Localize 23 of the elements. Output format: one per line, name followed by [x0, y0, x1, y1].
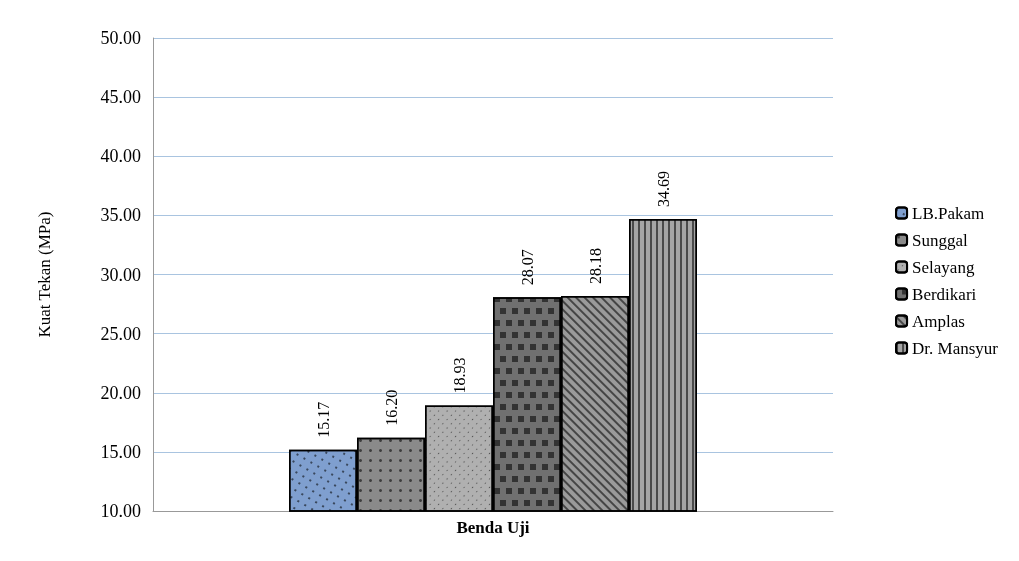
x-tick-label: Benda Uji [456, 518, 530, 537]
text: 28.07 [518, 249, 536, 286]
text: 16.20 [382, 389, 400, 426]
y-tick-label: 10.00 [100, 501, 141, 521]
y-tick-label: 25.00 [100, 323, 141, 344]
legend-label: Berdikari [912, 284, 977, 304]
text: 28.18 [586, 248, 604, 285]
legend-label: Dr. Mansyur [912, 338, 999, 358]
legend-label: Selayang [912, 257, 975, 277]
y-axis-title: Kuat Tekan (MPa) [35, 211, 54, 338]
text: 15.17 [314, 401, 332, 438]
y-tick-label: 35.00 [100, 205, 141, 226]
y-tick-label: 15.00 [100, 441, 141, 462]
text: 18.93 [450, 357, 468, 394]
legend-label: Sunggal [912, 230, 969, 250]
y-tick-label: 50.00 [100, 28, 141, 48]
legend-label: Amplas [912, 311, 965, 331]
y-tick-label: 40.00 [100, 146, 141, 167]
text: 34.69 [654, 171, 672, 208]
y-tick-label: 20.00 [100, 382, 141, 403]
y-tick-label: 45.00 [100, 87, 141, 108]
y-tick-label: 30.00 [100, 264, 141, 285]
legend-label: LB.Pakam [912, 203, 985, 223]
